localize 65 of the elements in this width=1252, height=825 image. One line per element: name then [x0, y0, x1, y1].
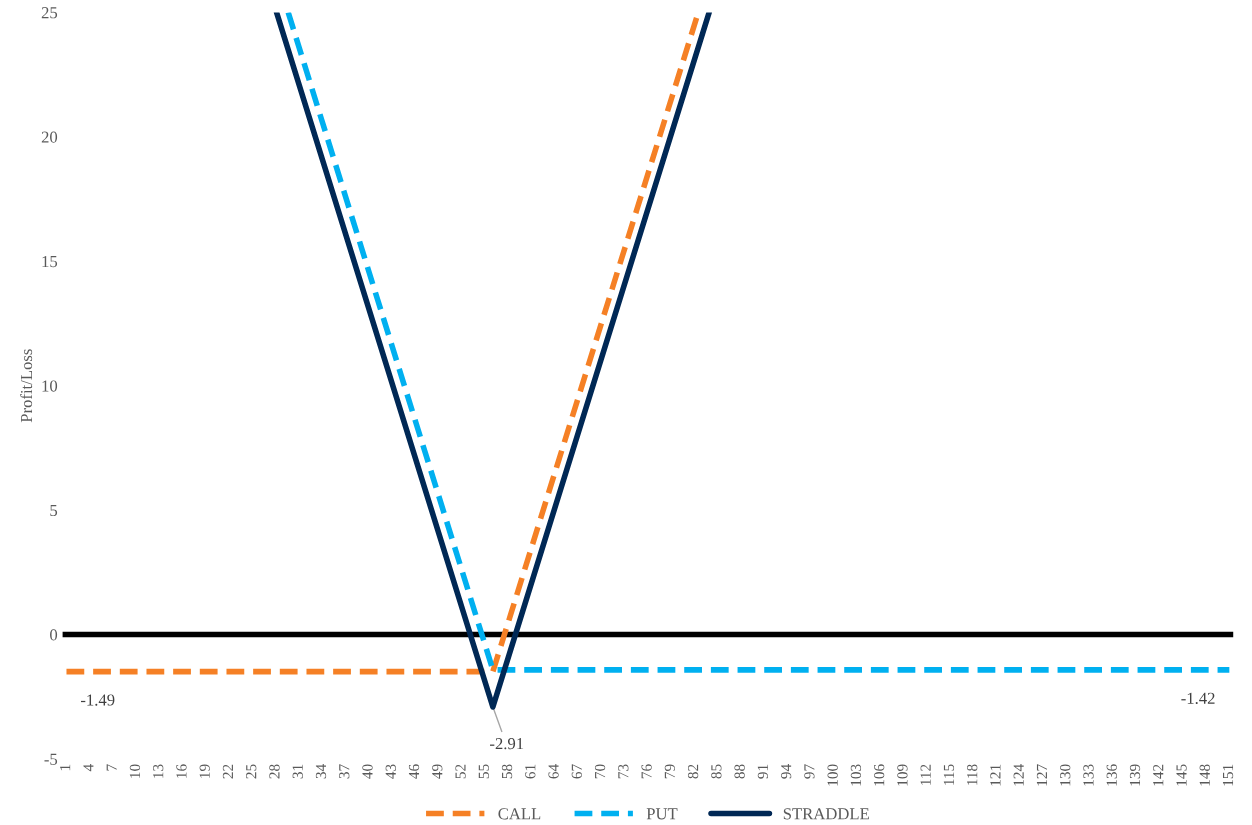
x-tick-label: 148	[1199, 764, 1210, 786]
x-tick-label: 115	[943, 764, 955, 785]
annotation: -2.91	[490, 738, 524, 750]
x-tick-label: 25	[246, 764, 257, 779]
x-tick-label: 28	[269, 764, 280, 779]
y-tick-label: 15	[42, 256, 58, 268]
x-tick-label: 88	[734, 764, 745, 779]
x-tick-label: 139	[1129, 764, 1141, 786]
x-tick-label: 127	[1036, 764, 1047, 786]
x-tick-label: 145	[1176, 764, 1187, 786]
x-tick-label: 22	[222, 764, 233, 779]
legend-label: CALL	[498, 808, 541, 820]
x-tick-label: 58	[501, 764, 513, 779]
annotation: -1.49	[80, 694, 115, 706]
x-tick-label: 112	[920, 764, 931, 785]
x-tick-label: 94	[781, 764, 792, 779]
x-tick-label: 73	[618, 764, 629, 779]
x-tick-label: 109	[897, 764, 908, 786]
x-tick-label: 121	[990, 764, 1001, 786]
x-tick-label: 97	[804, 764, 815, 779]
x-tick-label: 130	[1060, 764, 1071, 786]
x-tick-label: 13	[153, 764, 164, 778]
x-tick-label: 34	[315, 764, 327, 779]
x-tick-label: 100	[827, 764, 838, 786]
x-tick-label: 4	[83, 764, 94, 772]
x-tick-label: 136	[1106, 764, 1117, 786]
x-tick-label: 61	[525, 764, 536, 779]
x-tick-label: 49	[432, 764, 443, 779]
legend-label: STRADDLE	[783, 808, 869, 820]
x-tick-label: 142	[1153, 764, 1164, 786]
x-tick-label: 106	[874, 764, 885, 786]
x-tick-label: 52	[455, 764, 466, 779]
y-tick-label: 10	[42, 380, 58, 392]
x-tick-label: 82	[687, 764, 699, 779]
x-tick-label: 85	[711, 764, 722, 779]
x-tick-label: 79	[664, 764, 675, 779]
x-tick-label: 19	[199, 764, 210, 778]
y-axis-title: Profit/Loss	[20, 349, 33, 423]
x-tick-label: 31	[292, 764, 303, 779]
x-tick-label: 76	[641, 764, 652, 779]
y-tick-label: 0	[50, 629, 58, 641]
x-tick-label: 118	[967, 764, 978, 785]
x-tick-label: 37	[339, 764, 350, 779]
x-tick-label: 64	[548, 764, 559, 779]
x-tick-label: 103	[850, 764, 862, 786]
x-tick-label: 7	[106, 764, 117, 771]
x-tick-label: 133	[1083, 764, 1094, 786]
x-tick-label: 10	[129, 764, 141, 778]
annotation: -1.42	[1181, 692, 1215, 704]
x-tick-label: 67	[571, 764, 582, 779]
x-tick-label: 1	[60, 764, 71, 771]
x-tick-label: 16	[176, 764, 187, 778]
x-tick-label: 70	[594, 764, 606, 779]
legend-label: PUT	[646, 808, 678, 820]
x-tick-label: 151	[1222, 764, 1234, 786]
y-tick-label: 5	[50, 504, 58, 517]
x-tick-label: 46	[408, 764, 420, 779]
x-tick-label: 55	[478, 764, 489, 779]
y-tick-label: -5	[44, 753, 58, 765]
x-tick-label: 43	[385, 764, 396, 779]
x-tick-label: 124	[1013, 764, 1024, 786]
x-tick-label: 40	[362, 764, 373, 779]
y-tick-label: 25	[41, 7, 58, 19]
y-tick-label: 20	[41, 131, 58, 143]
x-tick-label: 91	[757, 764, 769, 779]
